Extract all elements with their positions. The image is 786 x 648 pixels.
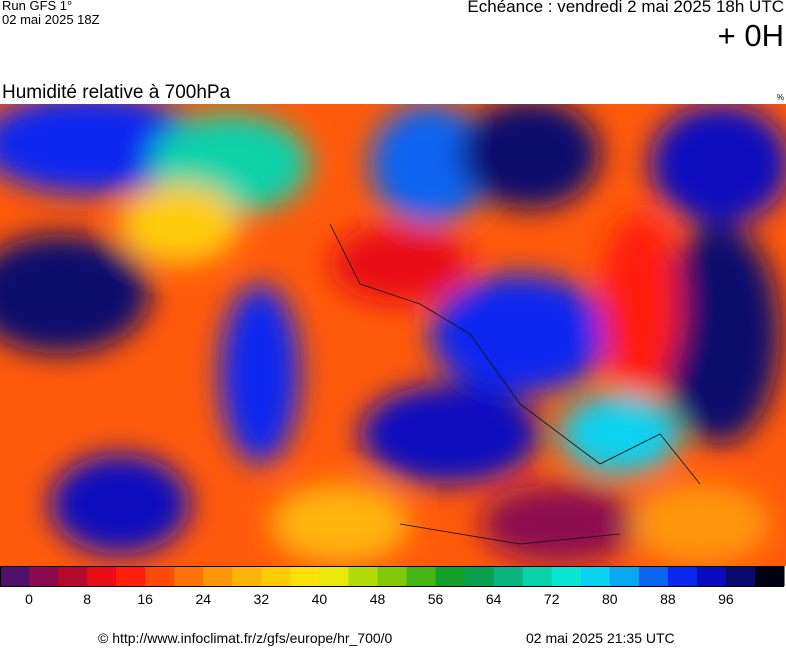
- legend-swatch: [203, 566, 233, 586]
- legend-swatch: [522, 566, 553, 586]
- legend-tick-label: 64: [486, 591, 502, 607]
- legend-swatch: [0, 566, 30, 586]
- legend-tick-label: 0: [25, 591, 33, 607]
- map-title: Humidité relative à 700hPa: [2, 82, 231, 103]
- run-label: Run GFS 1°: [2, 0, 73, 13]
- legend-swatch: [696, 566, 727, 586]
- legend-swatch: [174, 566, 204, 586]
- legend-tick-label: 40: [312, 591, 328, 607]
- legend-swatch: [435, 566, 466, 586]
- legend-swatch: [493, 566, 524, 586]
- legend-swatch: [116, 566, 146, 586]
- color-legend: 0 8 16 24 32 40 48 56 64 72 80 88 96: [0, 566, 785, 607]
- legend-swatch: [232, 566, 262, 586]
- legend-tick-label: 80: [602, 591, 618, 607]
- unit-label: %: [776, 93, 784, 102]
- legend-swatch: [290, 566, 320, 586]
- legend-swatch: [319, 566, 349, 586]
- generated-time: 02 mai 2025 21:35 UTC: [526, 630, 675, 646]
- legend-tick-label: 48: [370, 591, 386, 607]
- legend-swatch: [145, 566, 175, 586]
- legend-swatch: [261, 566, 291, 586]
- humidity-map: [0, 104, 786, 566]
- legend-swatch: [58, 566, 88, 586]
- legend-swatch: [754, 566, 785, 586]
- legend-tick-label: 72: [544, 591, 560, 607]
- run-date: 02 mai 2025 18Z: [2, 12, 100, 27]
- legend-swatch: [609, 566, 640, 586]
- source: © http://www.infoclimat.fr/z/gfs/europe/…: [98, 630, 393, 646]
- legend-swatch: [464, 566, 495, 586]
- legend-tick-label: 8: [83, 591, 91, 607]
- legend-swatch: [638, 566, 669, 586]
- legend-swatch: [725, 566, 756, 586]
- legend-tick-label: 88: [660, 591, 676, 607]
- legend-swatch: [377, 566, 408, 586]
- legend-border: [0, 566, 784, 587]
- legend-swatch: [87, 566, 117, 586]
- legend-tick-label: 16: [137, 591, 153, 607]
- legend-swatch: [667, 566, 698, 586]
- legend-swatch: [580, 566, 611, 586]
- legend-swatch: [29, 566, 59, 586]
- legend-swatch: [406, 566, 437, 586]
- forecast-time: Echéance : vendredi 2 mai 2025 18h UTC: [467, 0, 784, 16]
- legend-swatch: [551, 566, 582, 586]
- legend-tick-label: 24: [195, 591, 211, 607]
- legend-tick-label: 56: [428, 591, 444, 607]
- lead-time: + 0H: [717, 18, 784, 53]
- legend-tick-label: 32: [254, 591, 270, 607]
- legend-swatch: [348, 566, 378, 586]
- legend-tick-label: 96: [718, 591, 734, 607]
